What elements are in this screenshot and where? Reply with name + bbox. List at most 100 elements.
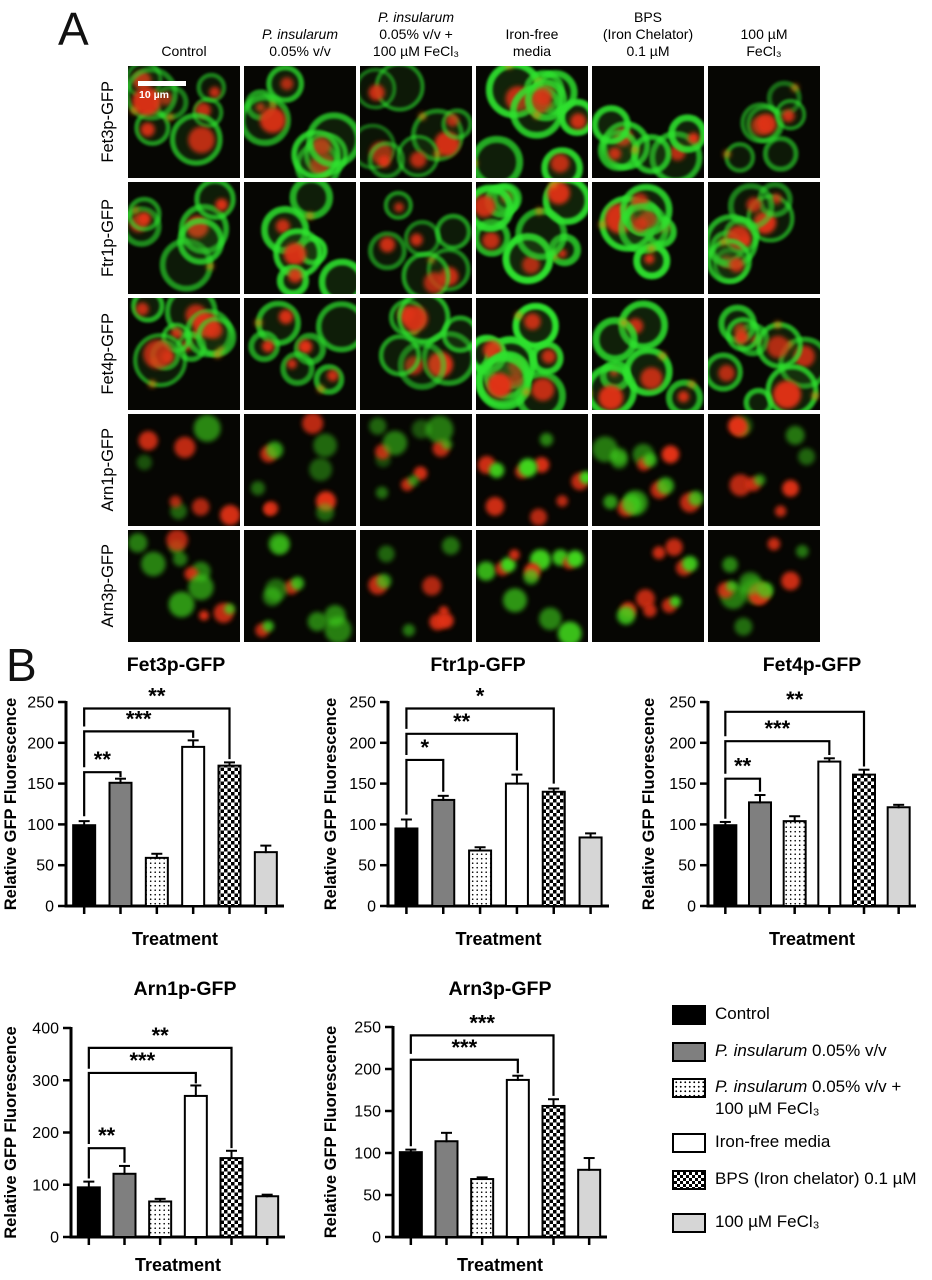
x-axis-label: Treatment bbox=[769, 929, 855, 949]
legend-item-3: P. insularum 0.05% v/v + 100 µM FeCl₃ bbox=[672, 1076, 901, 1120]
column-header-line: 100 µM FeCl₃ bbox=[372, 43, 460, 59]
y-tick-label: 400 bbox=[32, 1021, 59, 1038]
legend-label-segment: Control bbox=[715, 1004, 770, 1023]
y-tick-label: 300 bbox=[32, 1073, 59, 1090]
legend-item-2: P. insularum 0.05% v/v bbox=[672, 1040, 887, 1062]
micrograph-r3-c5 bbox=[592, 298, 704, 410]
column-header-line: 100 µM bbox=[740, 26, 788, 42]
y-tick-label: 100 bbox=[27, 817, 54, 834]
chart-ftr1p-gfp: Ftr1p-GFP Relative GFP Fluorescence 0 50 100… bbox=[322, 654, 609, 949]
micrograph-r3-c1 bbox=[128, 298, 240, 410]
chart-fet3p-gfp: Fet3p-GFP Relative GFP Fluorescence 0 50 100… bbox=[2, 654, 284, 949]
significance-label: * bbox=[421, 735, 430, 760]
significance-label: ** bbox=[786, 687, 804, 712]
x-axis-label: Treatment bbox=[457, 1255, 543, 1275]
y-axis-label: Relative GFP Fluorescence bbox=[2, 698, 20, 910]
y-tick-label: 50 bbox=[358, 858, 376, 875]
legend-label-segment: 100 µM FeCl₃ bbox=[715, 1212, 820, 1231]
column-header-1: Control bbox=[120, 2, 248, 60]
bar-fet3p-gfp-2 bbox=[108, 781, 133, 907]
bar-fet3p-gfp-4 bbox=[181, 745, 206, 907]
micrograph-r1-c3 bbox=[360, 66, 472, 178]
y-tick-label: 0 bbox=[372, 1230, 381, 1247]
row-label-text: Arn3p-GFP bbox=[98, 544, 117, 628]
bar-arn1p-gfp-3 bbox=[148, 1200, 173, 1238]
y-tick-label: 100 bbox=[32, 1177, 59, 1194]
y-tick-label: 0 bbox=[367, 899, 376, 916]
bar-ftr1p-gfp-1 bbox=[394, 827, 419, 907]
micrograph-r2-c1 bbox=[128, 182, 240, 294]
bar-arn3p-gfp-3 bbox=[470, 1178, 495, 1238]
legend-label-segment: P. insularum bbox=[715, 1077, 808, 1096]
chart-arn1p-gfp: Arn1p-GFP Relative GFP Fluorescence 0 100 20… bbox=[2, 978, 285, 1275]
column-header-line: 0.05% v/v bbox=[269, 43, 331, 59]
row-label-text: Arn1p-GFP bbox=[98, 428, 117, 512]
micrograph-r1-c2 bbox=[244, 66, 356, 178]
bar-ftr1p-gfp-4 bbox=[504, 782, 529, 908]
column-header-line: Control bbox=[161, 43, 207, 59]
chart-title: Arn1p-GFP bbox=[134, 978, 237, 1000]
bar-fet3p-gfp-5 bbox=[217, 764, 242, 908]
y-tick-label: 150 bbox=[349, 776, 376, 793]
legend-label: Control bbox=[715, 1003, 770, 1025]
x-axis-label: Treatment bbox=[455, 929, 541, 949]
y-tick-label: 0 bbox=[687, 899, 696, 916]
y-axis-label: Relative GFP Fluorescence bbox=[640, 698, 658, 910]
y-tick-label: 50 bbox=[678, 858, 696, 875]
row-label-arn1p-gfp: Arn1p-GFP bbox=[90, 414, 126, 526]
column-header-line: media bbox=[512, 43, 552, 59]
micrograph-r2-c5 bbox=[592, 182, 704, 294]
bar-arn3p-gfp-5 bbox=[541, 1104, 566, 1238]
significance-label: *** bbox=[451, 1035, 477, 1060]
micrograph-r5-c5 bbox=[592, 530, 704, 642]
chart-title: Fet4p-GFP bbox=[763, 654, 862, 676]
column-header-line: 0.1 µM bbox=[626, 43, 670, 59]
chart-title: Arn3p-GFP bbox=[449, 978, 552, 1000]
panel-b-label: B bbox=[6, 639, 37, 691]
column-header-line: (Iron Chelator) bbox=[602, 26, 694, 42]
legend-label-segment: 0.05% v/v bbox=[807, 1041, 887, 1060]
y-tick-label: 200 bbox=[349, 735, 376, 752]
legend-swatch-solid-lightgray bbox=[672, 1213, 706, 1233]
row-label-arn3p-gfp: Arn3p-GFP bbox=[90, 530, 126, 642]
micrograph-r4-c3 bbox=[360, 414, 472, 526]
micrograph-r5-c2 bbox=[244, 530, 356, 642]
significance-label: ** bbox=[94, 747, 112, 772]
bar-ftr1p-gfp-5 bbox=[541, 790, 566, 907]
row-label-text: Ftr1p-GFP bbox=[98, 199, 117, 277]
y-tick-label: 200 bbox=[354, 1062, 381, 1079]
bar-fet4p-gfp-2 bbox=[748, 801, 772, 907]
micrograph-r5-c3 bbox=[360, 530, 472, 642]
bar-fet4p-gfp-5 bbox=[852, 773, 876, 907]
column-header-3: P. insularum 0.05% v/v +100 µM FeCl₃ bbox=[352, 2, 480, 60]
micrograph-r5-c1 bbox=[128, 530, 240, 642]
bar-arn3p-gfp-4 bbox=[505, 1078, 530, 1238]
legend-item-1: Control bbox=[672, 1003, 770, 1025]
y-tick-label: 250 bbox=[669, 695, 696, 712]
y-axis-label: Relative GFP Fluorescence bbox=[322, 1026, 340, 1238]
row-label-text: Fet4p-GFP bbox=[98, 313, 117, 395]
column-header-5: BPS (Iron Chelator) 0.1 µM bbox=[584, 2, 712, 60]
bar-fet4p-gfp-3 bbox=[782, 820, 807, 907]
significance-label: ** bbox=[148, 684, 166, 709]
row-label-fet3p-gfp: Fet3p-GFP bbox=[90, 66, 126, 178]
significance-label: ** bbox=[98, 1123, 116, 1148]
column-header-line: P. insularum bbox=[377, 9, 454, 25]
micrograph-r3-c3 bbox=[360, 298, 472, 410]
legend-label-segment: 0.05% v/v + bbox=[807, 1077, 902, 1096]
y-tick-label: 250 bbox=[349, 695, 376, 712]
legend-swatch-dotted bbox=[672, 1078, 706, 1098]
micrograph-r4-c2 bbox=[244, 414, 356, 526]
legend-swatch-solid-darkgray bbox=[672, 1042, 706, 1062]
legend-label: P. insularum 0.05% v/v + 100 µM FeCl₃ bbox=[715, 1076, 901, 1120]
y-tick-label: 250 bbox=[27, 695, 54, 712]
micrograph-r2-c3 bbox=[360, 182, 472, 294]
micrograph-r2-c4 bbox=[476, 182, 588, 294]
micrograph-r4-c5 bbox=[592, 414, 704, 526]
y-tick-label: 200 bbox=[32, 1125, 59, 1142]
y-tick-label: 100 bbox=[669, 817, 696, 834]
bar-fet3p-gfp-1 bbox=[72, 824, 97, 907]
bar-arn3p-gfp-1 bbox=[398, 1151, 423, 1238]
micrograph-r1-c4 bbox=[476, 66, 588, 178]
